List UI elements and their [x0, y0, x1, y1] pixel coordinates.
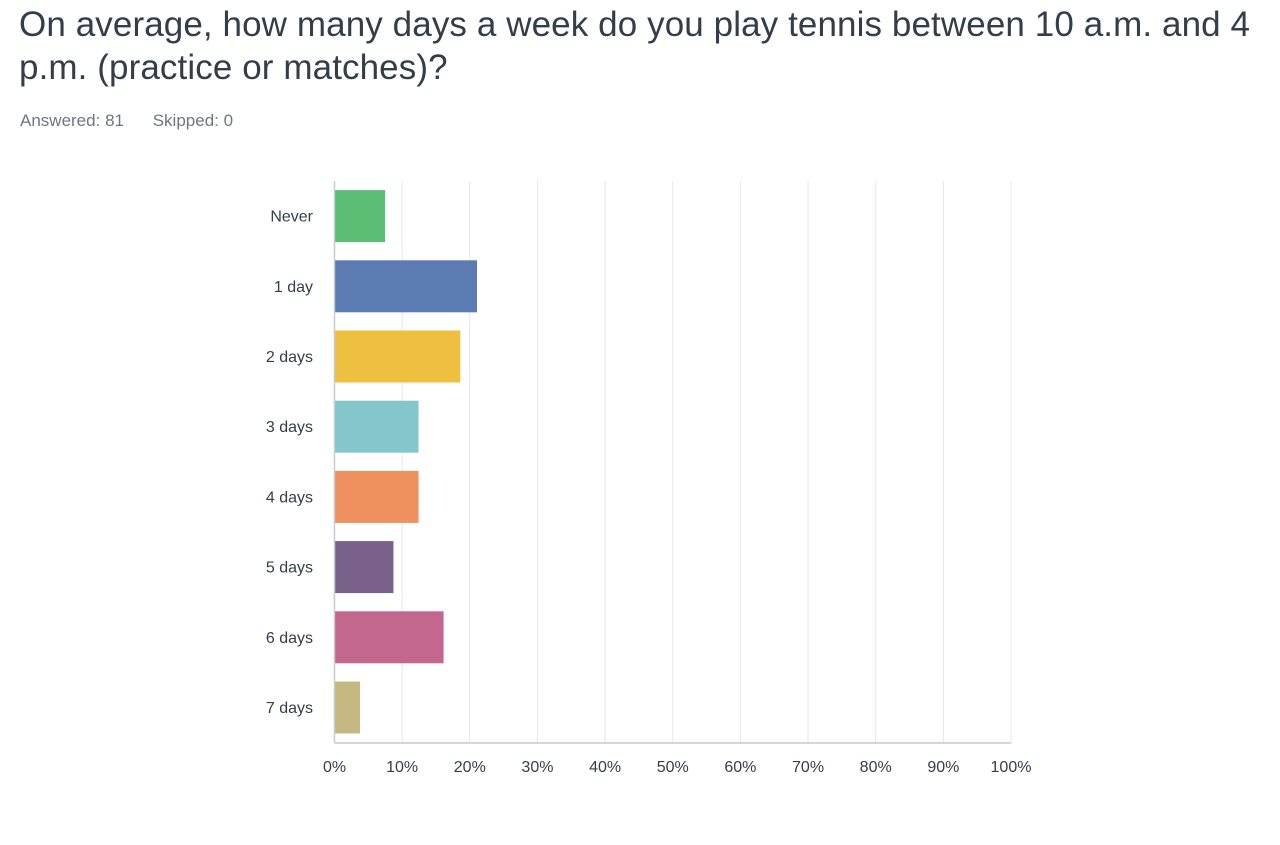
bars — [335, 190, 477, 734]
category-labels: Never 1 day 2 days 3 days 4 days 5 days 6 days… — [266, 209, 314, 717]
category-label-6-days: 6 days — [266, 630, 313, 647]
bar-5-days[interactable] — [335, 541, 394, 594]
gridlines — [401, 181, 1012, 743]
answered-count: 81 — [105, 111, 124, 130]
category-label-2-days: 2 days — [266, 349, 313, 366]
tick-label-70: 70% — [792, 759, 824, 776]
skipped-stat: Skipped: 0 — [153, 111, 233, 131]
tick-labels: 0% 10% 20% 30% 40% 50% 60% 70% 80% 90% 100% — [323, 759, 1032, 776]
axes — [333, 181, 1011, 744]
tick-label-100: 100% — [991, 759, 1032, 776]
bar-never[interactable] — [335, 190, 386, 243]
bar-7-days[interactable] — [335, 681, 361, 734]
skipped-label: Skipped: — [152, 111, 219, 130]
category-label-1-day: 1 day — [274, 279, 313, 296]
answered-stat: Answered: 81 — [20, 111, 124, 131]
tick-label-0: 0% — [323, 759, 346, 776]
bar-2-days[interactable] — [335, 330, 461, 383]
tick-label-30: 30% — [521, 759, 553, 776]
skipped-count: 0 — [223, 111, 234, 130]
response-stats: Answered: 81 Skipped: 0 — [20, 111, 233, 131]
category-label-7-days: 7 days — [266, 700, 313, 717]
bar-3-days[interactable] — [335, 400, 419, 453]
category-label-5-days: 5 days — [266, 560, 313, 577]
tick-label-10: 10% — [386, 759, 418, 776]
bar-1-day[interactable] — [335, 260, 477, 313]
tick-label-40: 40% — [589, 759, 621, 776]
tick-label-80: 80% — [860, 759, 892, 776]
question-title: On average, how many days a week do you … — [19, 5, 1251, 87]
tick-label-60: 60% — [724, 759, 756, 776]
bar-4-days[interactable] — [335, 470, 419, 523]
category-label-3-days: 3 days — [266, 419, 313, 436]
tick-label-50: 50% — [657, 759, 689, 776]
answered-label: Answered: — [20, 111, 101, 130]
tick-label-90: 90% — [927, 759, 959, 776]
bar-6-days[interactable] — [335, 611, 444, 664]
category-label-4-days: 4 days — [266, 489, 313, 506]
tick-label-20: 20% — [454, 759, 486, 776]
category-label-never: Never — [270, 209, 313, 226]
